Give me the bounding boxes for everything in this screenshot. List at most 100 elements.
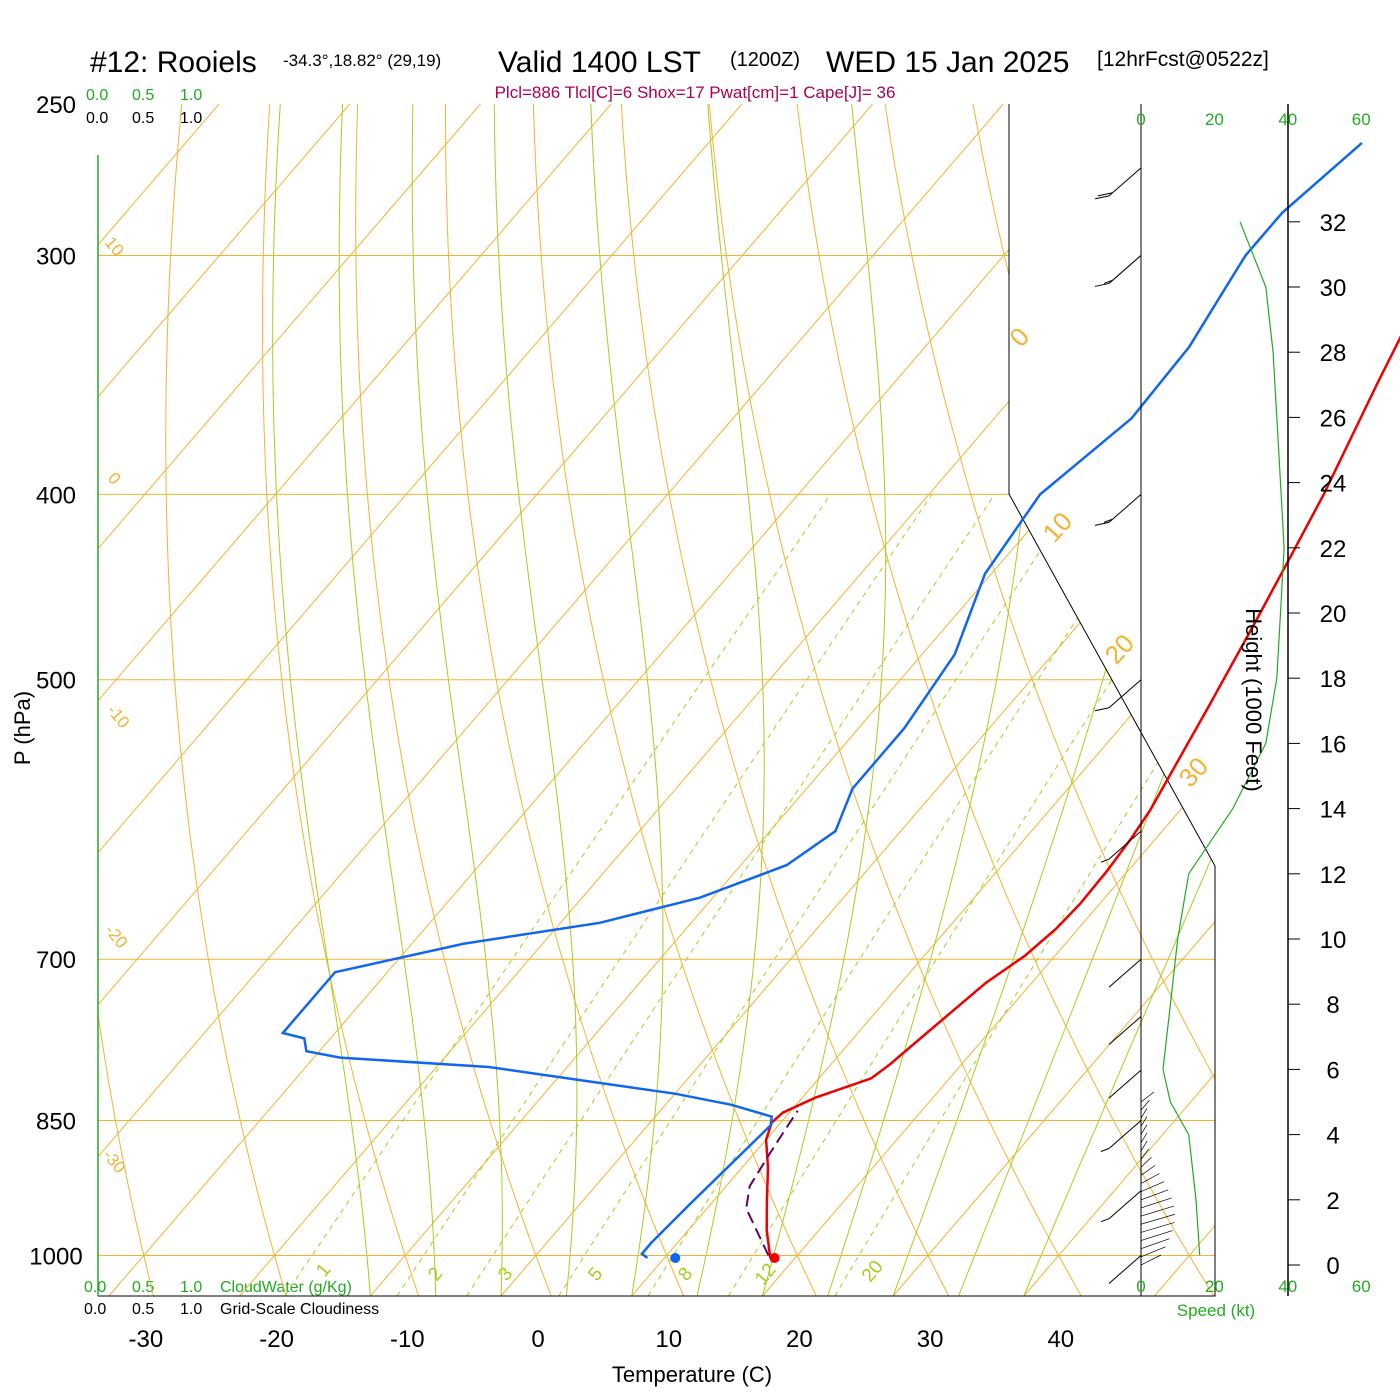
wind-barb-feather — [1100, 858, 1110, 863]
wind-barb-staff — [1108, 494, 1142, 523]
height-tick-label: 4 — [1326, 1123, 1339, 1150]
wind-barb-feather — [1100, 1218, 1110, 1223]
dry-adiabat-line — [884, 104, 1215, 1296]
moist-adiabat-line — [590, 104, 664, 1296]
station-title: #12: Rooiels — [90, 46, 257, 79]
temperature-profile — [764, 335, 1400, 1259]
x-tick-label: -30 — [129, 1326, 164, 1353]
speed-tick-top: 0 — [1136, 110, 1145, 129]
dry-adiabat-line — [796, 104, 1215, 1296]
x-tick-label: 40 — [1047, 1326, 1074, 1353]
height-tick-label: 10 — [1320, 927, 1347, 954]
isotherm-label: 10 — [1036, 506, 1078, 548]
mixing-ratio-label: 12 — [751, 1260, 781, 1290]
wind-barb — [1100, 1120, 1142, 1152]
isotherm-line — [631, 104, 1215, 1296]
low-level-wind-hatch — [1140, 1156, 1152, 1168]
wind-barb — [1108, 1255, 1142, 1284]
speed-axis-label: Speed (kt) — [1177, 1301, 1255, 1320]
isotherm-line — [369, 104, 1215, 1296]
height-tick-label: 6 — [1326, 1057, 1339, 1084]
cloud-scale-bottom: 0.0 0.5 1.0 CloudWater (g/Kg) 0.0 0.5 1.… — [84, 1279, 379, 1318]
wind-barb-feather — [1094, 521, 1110, 526]
dry-adiabat-line — [532, 104, 817, 1296]
cloudiness-tick: 0.0 — [84, 1301, 106, 1318]
low-level-wind-hatch — [1140, 1181, 1165, 1192]
isotherm-line — [1154, 104, 1215, 1296]
wind-barb — [1108, 1069, 1142, 1099]
wind-barb — [1094, 167, 1142, 200]
dewpoint-profile — [280, 141, 1363, 1259]
wind-barb — [1094, 679, 1142, 712]
parcel-profile — [745, 1110, 799, 1256]
mixing-ratio-label: 2 — [424, 1264, 447, 1286]
cloudwater-tick: 0.5 — [132, 87, 154, 104]
mixing-ratio-line — [396, 494, 933, 1296]
isotherm-label: 20 — [1098, 628, 1140, 670]
cloudiness-tick: 0.5 — [132, 1301, 154, 1318]
cloud-scale-top: 0.0 0.5 1.0 0.0 0.5 1.0 — [86, 87, 202, 127]
low-level-wind-hatch — [1140, 1116, 1148, 1127]
thermodynamic-background — [98, 104, 1215, 1296]
isotherm-line — [762, 104, 1215, 1296]
moist-adiabat-line — [493, 104, 578, 1296]
height-tick-label: 32 — [1320, 210, 1347, 237]
isotherm-line — [500, 104, 1215, 1296]
y-tick-label: 850 — [36, 1108, 76, 1135]
height-tick-label: 12 — [1320, 862, 1347, 889]
valid-date: WED 15 Jan 2025 — [826, 46, 1069, 79]
dry-adiabat-label: 0 — [104, 469, 125, 488]
height-tick-label: 14 — [1320, 797, 1347, 824]
forecast-info: [12hrFcst@0522z] — [1097, 48, 1269, 71]
wind-barb-staff — [1108, 1069, 1142, 1099]
cloudwater-label: CloudWater (g/Kg) — [220, 1279, 352, 1296]
utc-time: (1200Z) — [730, 49, 800, 71]
cloudiness-tick: 1.0 — [180, 1301, 202, 1318]
wind-barb-staff — [1108, 1120, 1142, 1149]
low-level-wind-hatch — [1140, 1189, 1169, 1201]
speed-tick-top: 40 — [1278, 110, 1297, 129]
dry-adiabat-line — [620, 104, 950, 1296]
low-level-wind-hatch — [1140, 1213, 1176, 1225]
moist-adiabat-line — [1023, 104, 1215, 1296]
wind-barb-staff — [1108, 1190, 1142, 1220]
isotherm-line — [98, 104, 612, 1296]
dry-adiabat-line — [98, 104, 155, 1296]
isotherm-line — [892, 104, 1215, 1296]
wind-barb — [1100, 1190, 1142, 1223]
y-axis-title: P (hPa) — [10, 691, 35, 765]
mixing-ratio-line — [647, 494, 1158, 1296]
cloudiness-tick: 1.0 — [180, 110, 202, 127]
moist-adiabat-line — [272, 104, 371, 1296]
y-tick-label: 250 — [36, 92, 76, 119]
cloudiness-tick: 0.5 — [132, 110, 154, 127]
speed-tick-top: 60 — [1352, 110, 1371, 129]
dry-adiabat-line — [1148, 104, 1215, 1296]
wind-barb — [1094, 494, 1142, 526]
low-level-wind-hatch — [1140, 1108, 1148, 1119]
moist-adiabat-line — [761, 104, 887, 1296]
isotherm-line — [108, 104, 1135, 1296]
isotherm-label: 0 — [1003, 322, 1035, 353]
speed-panel: 0020204040606002468101214161820222426283… — [1136, 110, 1370, 1296]
x-tick-label: 10 — [655, 1326, 682, 1353]
mixing-ratio-label: 20 — [858, 1257, 888, 1287]
cloudiness-tick: 0.0 — [86, 110, 108, 127]
dry-adiabat-line — [262, 104, 420, 1296]
wind-barb — [1100, 830, 1142, 863]
low-level-wind-hatch — [1140, 1124, 1148, 1135]
speed-tick-bottom: 0 — [1136, 1277, 1145, 1296]
cloudwater-tick: 0.0 — [84, 1279, 106, 1296]
low-level-wind-hatch — [1140, 1222, 1175, 1233]
wind-barb-feather — [1100, 1148, 1110, 1152]
isotherm-line — [98, 104, 1004, 1296]
surface-dewpoint-marker — [670, 1252, 681, 1263]
isotherm-line — [98, 104, 873, 1296]
cloudwater-tick: 1.0 — [180, 87, 202, 104]
isotherm-line — [1023, 104, 1215, 1296]
low-level-wind-hatch — [1140, 1230, 1173, 1241]
height-tick-label: 26 — [1320, 405, 1347, 432]
y-tick-label: 500 — [36, 668, 76, 695]
y-tick-label: 700 — [36, 947, 76, 974]
